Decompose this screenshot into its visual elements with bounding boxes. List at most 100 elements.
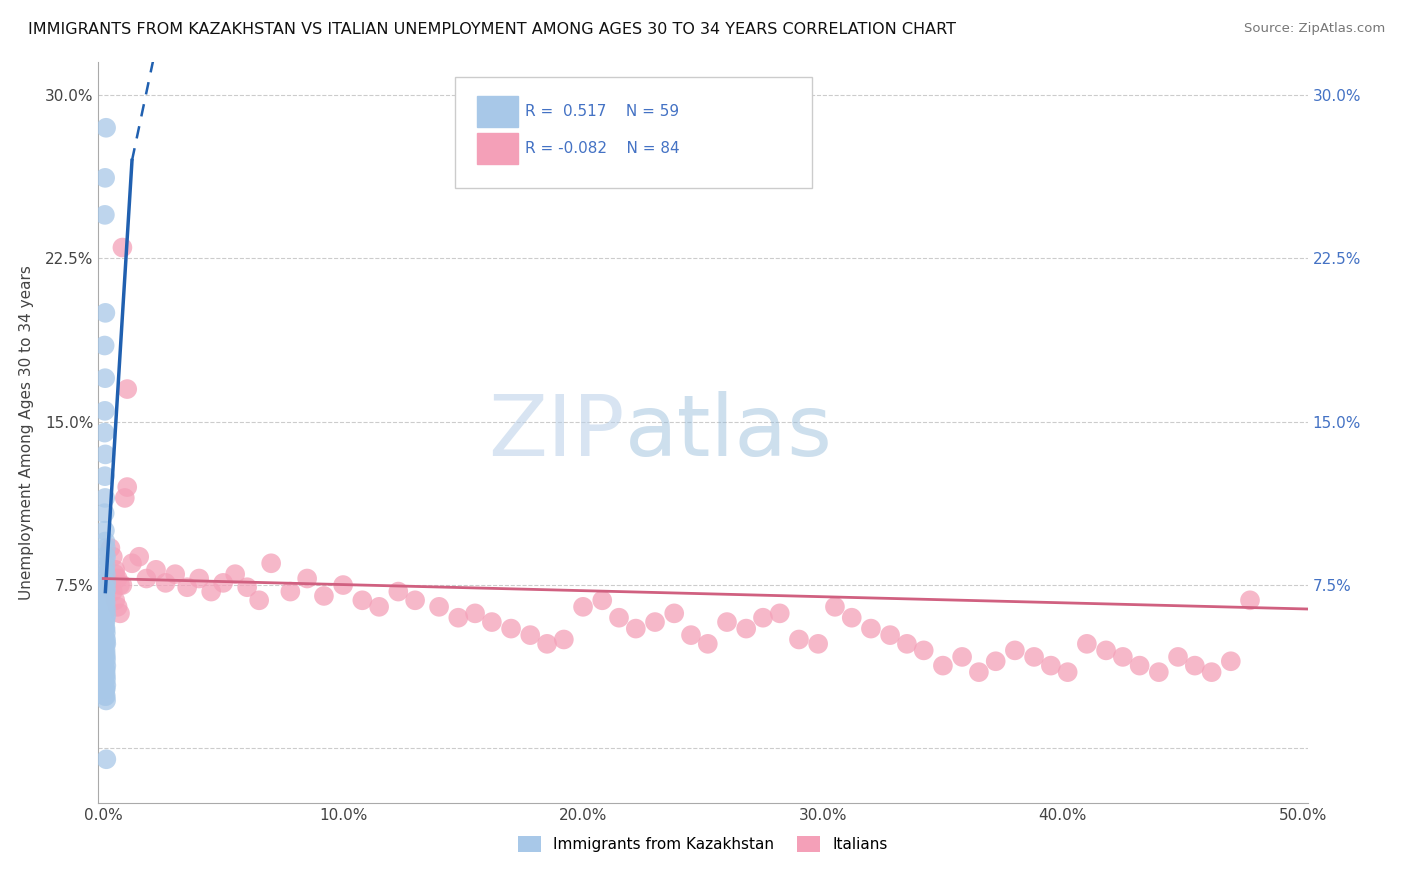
Point — [94, 613, 117, 627]
Point — [1147, 665, 1170, 680]
Point — [114, 491, 136, 505]
Point — [94, 689, 117, 703]
Point — [696, 637, 718, 651]
Point — [679, 628, 702, 642]
Point — [94, 582, 117, 597]
Point — [94, 626, 117, 640]
Point — [1112, 649, 1135, 664]
Point — [624, 622, 647, 636]
Point — [100, 541, 122, 555]
Point — [94, 657, 117, 671]
Point — [950, 649, 973, 664]
Point — [280, 584, 302, 599]
Point — [200, 584, 222, 599]
Point — [94, 689, 117, 703]
Point — [94, 563, 117, 577]
Point — [787, 632, 810, 647]
Point — [1129, 658, 1152, 673]
Point — [427, 599, 450, 614]
Point — [94, 558, 117, 573]
Point — [553, 632, 575, 647]
Point — [94, 602, 117, 616]
Point — [404, 593, 426, 607]
Point — [332, 578, 354, 592]
Point — [94, 630, 117, 644]
Point — [1076, 637, 1098, 651]
Point — [1239, 593, 1261, 607]
Point — [664, 607, 686, 621]
Point — [93, 643, 115, 657]
Point — [96, 752, 118, 766]
Point — [111, 578, 134, 592]
Text: R = -0.082    N = 84: R = -0.082 N = 84 — [526, 141, 681, 156]
Point — [188, 572, 211, 586]
Point — [94, 595, 117, 609]
Point — [108, 578, 131, 592]
Point — [859, 622, 882, 636]
Point — [94, 649, 117, 664]
Point — [1039, 658, 1062, 673]
Point — [94, 667, 117, 681]
Point — [932, 658, 955, 673]
Point — [121, 556, 143, 570]
Point — [96, 678, 118, 692]
Point — [224, 567, 246, 582]
Point — [464, 607, 486, 621]
Point — [94, 541, 117, 555]
Point — [93, 506, 115, 520]
Point — [644, 615, 666, 629]
Point — [807, 637, 830, 651]
Point — [912, 643, 935, 657]
Point — [145, 563, 167, 577]
Point — [447, 611, 470, 625]
Point — [101, 549, 124, 564]
Point — [94, 447, 117, 461]
Point — [94, 669, 117, 683]
Point — [94, 652, 117, 666]
Point — [1022, 649, 1045, 664]
Point — [967, 665, 990, 680]
Point — [572, 599, 595, 614]
Point — [94, 593, 117, 607]
Point — [94, 648, 117, 662]
Point — [94, 672, 117, 686]
Point — [94, 643, 117, 657]
Point — [107, 599, 129, 614]
Point — [295, 572, 318, 586]
Point — [94, 120, 117, 135]
Point — [94, 676, 117, 690]
Point — [94, 491, 117, 505]
Point — [104, 593, 127, 607]
Point — [607, 611, 630, 625]
Point — [155, 575, 177, 590]
Point — [128, 549, 150, 564]
Point — [212, 575, 235, 590]
Point — [94, 549, 117, 564]
Point — [896, 637, 918, 651]
Point — [247, 593, 270, 607]
Point — [1004, 643, 1026, 657]
Point — [93, 338, 115, 352]
Point — [165, 567, 187, 582]
Point — [100, 578, 122, 592]
Point — [94, 534, 117, 549]
Point — [135, 572, 157, 586]
Text: IMMIGRANTS FROM KAZAKHSTAN VS ITALIAN UNEMPLOYMENT AMONG AGES 30 TO 34 YEARS COR: IMMIGRANTS FROM KAZAKHSTAN VS ITALIAN UN… — [28, 22, 956, 37]
Point — [94, 567, 117, 582]
Point — [104, 563, 127, 577]
Point — [94, 371, 117, 385]
Point — [841, 611, 863, 625]
Point — [260, 556, 283, 570]
Point — [94, 682, 117, 697]
Point — [94, 693, 117, 707]
Point — [93, 575, 115, 590]
Point — [107, 572, 129, 586]
Point — [94, 615, 117, 629]
Point — [94, 632, 117, 647]
Point — [94, 682, 117, 697]
Point — [96, 575, 118, 590]
Point — [176, 580, 198, 594]
Point — [94, 549, 117, 564]
Point — [94, 604, 117, 618]
Point — [499, 622, 522, 636]
